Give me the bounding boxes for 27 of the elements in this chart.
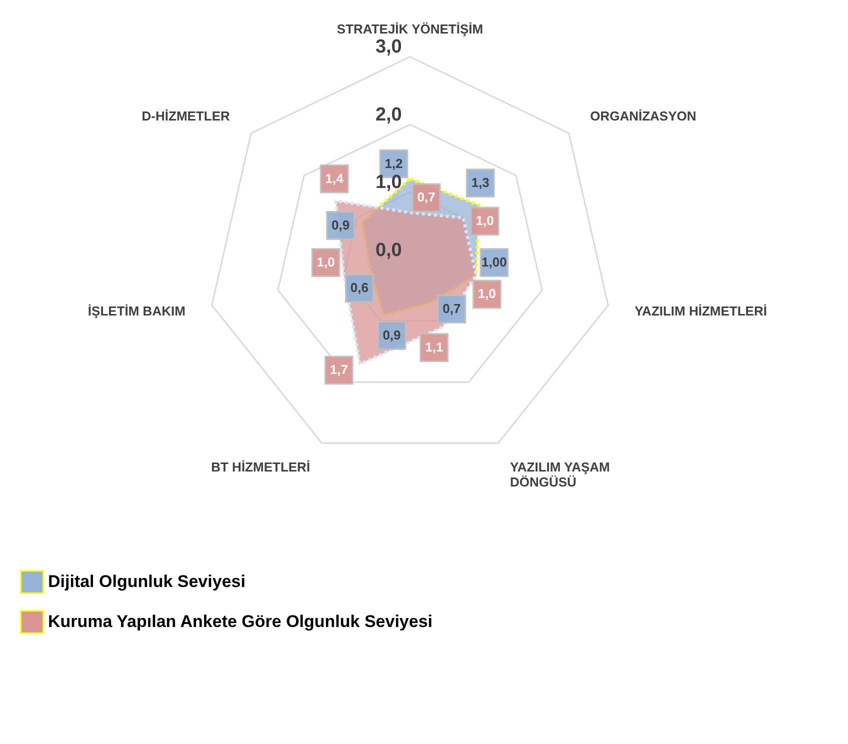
spoke-label: İŞLETİM BAKIM [88, 303, 186, 318]
y-tick-label: 1,0 [375, 172, 402, 194]
data-label: 1,3 [471, 175, 490, 190]
data-label: 1,1 [425, 340, 444, 355]
spoke-label: STRATEJİK YÖNETİŞİM [336, 22, 484, 37]
y-tick-label: 3,0 [375, 36, 402, 58]
data-label: 0,9 [382, 327, 401, 342]
data-label: 1,00 [482, 254, 507, 270]
data-label: 1,0 [316, 254, 335, 270]
spoke-label: D-HİZMETLER [142, 108, 231, 124]
spoke-label: YAZILIM HİZMETLERİ [634, 303, 767, 318]
spoke-label: ORGANİZASYON [590, 108, 696, 124]
y-tick-label: 0,0 [375, 240, 402, 261]
data-label: 1,7 [330, 362, 348, 378]
data-label: 1,0 [478, 286, 496, 302]
data-label: 1,0 [476, 213, 494, 228]
spoke-label: YAZILIM YAŞAM DÖNGÜSÜ [510, 460, 610, 490]
data-label: 1,4 [325, 170, 344, 186]
data-label: 1,2 [384, 156, 403, 171]
spoke-label: BT HİZMETLERİ [211, 460, 310, 475]
data-label: 0,7 [442, 301, 461, 316]
data-label: 0,6 [350, 280, 368, 296]
legend-label: Dijital Olgunluk Seviyesi [48, 572, 246, 591]
legend-label: Kuruma Yapılan Ankete Göre Olgunluk Seviyesi [48, 612, 433, 631]
y-tick-label: 2,0 [375, 104, 402, 126]
data-label: 0,9 [331, 217, 350, 232]
data-label: 0,7 [417, 190, 436, 205]
